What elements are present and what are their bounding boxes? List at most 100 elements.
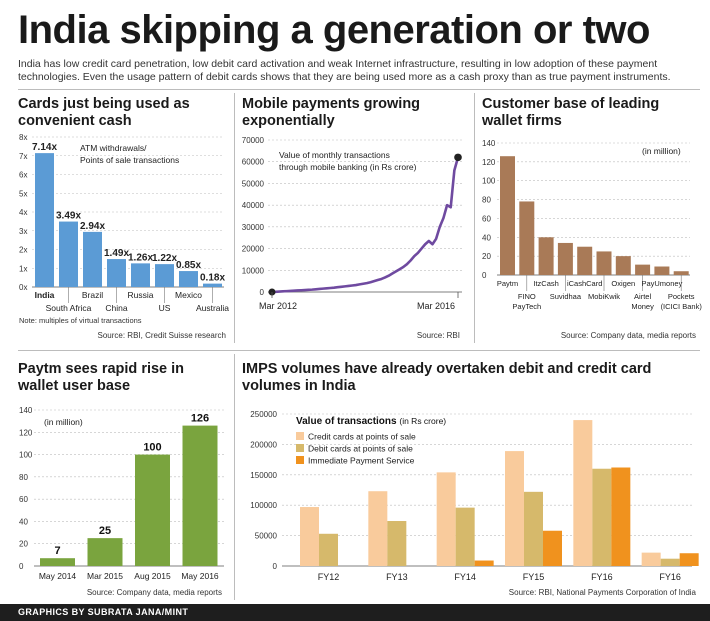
divider-bottom-col (234, 354, 235, 600)
wallets-bar (596, 251, 612, 275)
imps-legend-swatch (296, 456, 304, 464)
imps-legend-swatch (296, 444, 304, 452)
mobile-y-tick: 60000 (242, 158, 265, 167)
paytm-value-label: 100 (143, 442, 161, 454)
cards-y-tick: 4x (19, 208, 27, 217)
wallets-y-tick: 0 (482, 271, 487, 280)
mobile-y-tick: 10000 (242, 266, 265, 275)
imps-legend-swatch (296, 432, 304, 440)
imps-y-tick: 200000 (250, 440, 277, 449)
divider-middle (18, 350, 700, 351)
paytm-bar (182, 425, 218, 566)
cards-chart-source: Source: RBI, Credit Suisse research (97, 331, 227, 340)
wallets-chart-source: Source: Company data, media reports (560, 331, 696, 340)
paytm-bar (135, 454, 170, 566)
imps-legend-label: Immediate Payment Service (308, 456, 415, 466)
paytm-annotation: (in million) (44, 417, 83, 427)
mobile-annotation: Value of monthly transactions (279, 150, 390, 160)
wallets-bar (519, 201, 535, 275)
imps-bar (387, 521, 407, 566)
wallets-bar (500, 156, 515, 275)
wallets-bar (635, 264, 651, 275)
mobile-y-tick: 40000 (242, 201, 265, 210)
imps-legend-title: Value of transactions (in Rs crore) (296, 416, 446, 427)
imps-x-label: FY16 (591, 572, 613, 582)
paytm-bar (87, 538, 123, 566)
cards-y-tick: 7x (19, 152, 27, 161)
mobile-y-tick: 30000 (242, 223, 265, 232)
wallets-y-tick: 120 (482, 158, 496, 167)
imps-bar (300, 507, 319, 566)
paytm-y-tick: 100 (19, 451, 33, 460)
paytm-y-tick: 60 (19, 495, 28, 504)
cards-bar (35, 153, 54, 287)
wallets-x-label: Paytm (497, 279, 518, 288)
cards-x-label: Australia (196, 303, 229, 313)
wallets-x-label: MobiKwik (588, 292, 620, 301)
cards-x-label: China (105, 303, 127, 313)
paytm-x-label: Aug 2015 (134, 571, 171, 581)
mobile-y-tick: 50000 (242, 179, 265, 188)
imps-bar (641, 552, 661, 566)
cards-value-label: 0.85x (176, 260, 201, 271)
wallets-x-label: iCashCard (567, 279, 602, 288)
mobile-y-tick: 20000 (242, 245, 265, 254)
wallets-y-tick: 100 (482, 177, 496, 186)
cards-bar (59, 221, 78, 287)
cards-x-label: Brazil (82, 290, 103, 300)
paytm-bar (40, 558, 75, 566)
wallets-x-label: PayTech (512, 302, 541, 311)
mobile-x-label: Mar 2012 (259, 301, 297, 311)
imps-x-label: FY12 (318, 572, 340, 582)
divider-col2 (474, 93, 475, 343)
cards-value-label: 1.22x (152, 253, 177, 264)
cards-y-tick: 8x (19, 133, 27, 142)
imps-y-tick: 250000 (250, 410, 277, 419)
imps-x-label: FY16 (659, 572, 681, 582)
imps-bar (573, 420, 593, 566)
wallets-y-tick: 20 (482, 252, 491, 261)
mobile-chart-title: Mobile payments growing exponentially (242, 96, 421, 129)
wallets-x-label: ItzCash (533, 279, 558, 288)
wallets-x-label: (ICICI Bank) (661, 302, 703, 311)
imps-bar (660, 558, 680, 566)
paytm-value-label: 25 (99, 525, 111, 537)
imps-bar (368, 491, 388, 566)
cards-y-tick: 5x (19, 189, 27, 198)
wallets-x-label: Money (631, 302, 654, 311)
wallets-x-label: FINO (518, 292, 536, 301)
wallets-bar (557, 242, 573, 275)
wallets-bar (654, 266, 670, 275)
mobile-y-tick: 0 (260, 288, 265, 297)
cards-bar (107, 259, 126, 287)
wallets-bar (615, 256, 631, 275)
footer-credit: GRAPHICS BY SUBRATA JANA/MINT (0, 604, 710, 621)
cards-chart-title: Cards just being used as convenient cash (18, 96, 190, 129)
cards-value-label: 1.26x (128, 252, 153, 263)
cards-y-tick: 1x (19, 264, 27, 273)
cards-x-label: Russia (128, 290, 154, 300)
imps-y-tick: 0 (273, 562, 278, 571)
intro-text: India has low credit card penetration, l… (18, 58, 671, 83)
imps-chart-title: IMPS volumes have already overtaken debi… (242, 361, 652, 394)
wallets-annotation: (in million) (642, 146, 681, 156)
imps-bar (455, 507, 475, 566)
imps-bar (319, 533, 338, 566)
cards-annotation: ATM withdrawals/ (80, 143, 147, 153)
imps-bar (436, 472, 456, 566)
cards-value-label: 2.94x (80, 221, 105, 232)
divider-top (18, 89, 700, 90)
mobile-y-tick: 70000 (242, 136, 265, 145)
imps-y-tick: 50000 (255, 532, 278, 541)
cards-note: Note: multiples of virtual transactions (19, 316, 142, 325)
paytm-chart-title: Paytm sees rapid rise in wallet user bas… (18, 361, 185, 394)
imps-y-tick: 150000 (250, 471, 277, 480)
wallets-bar (538, 237, 554, 275)
imps-y-tick: 100000 (250, 501, 277, 510)
cards-bar (131, 263, 150, 287)
cards-value-label: 7.14x (32, 142, 57, 153)
